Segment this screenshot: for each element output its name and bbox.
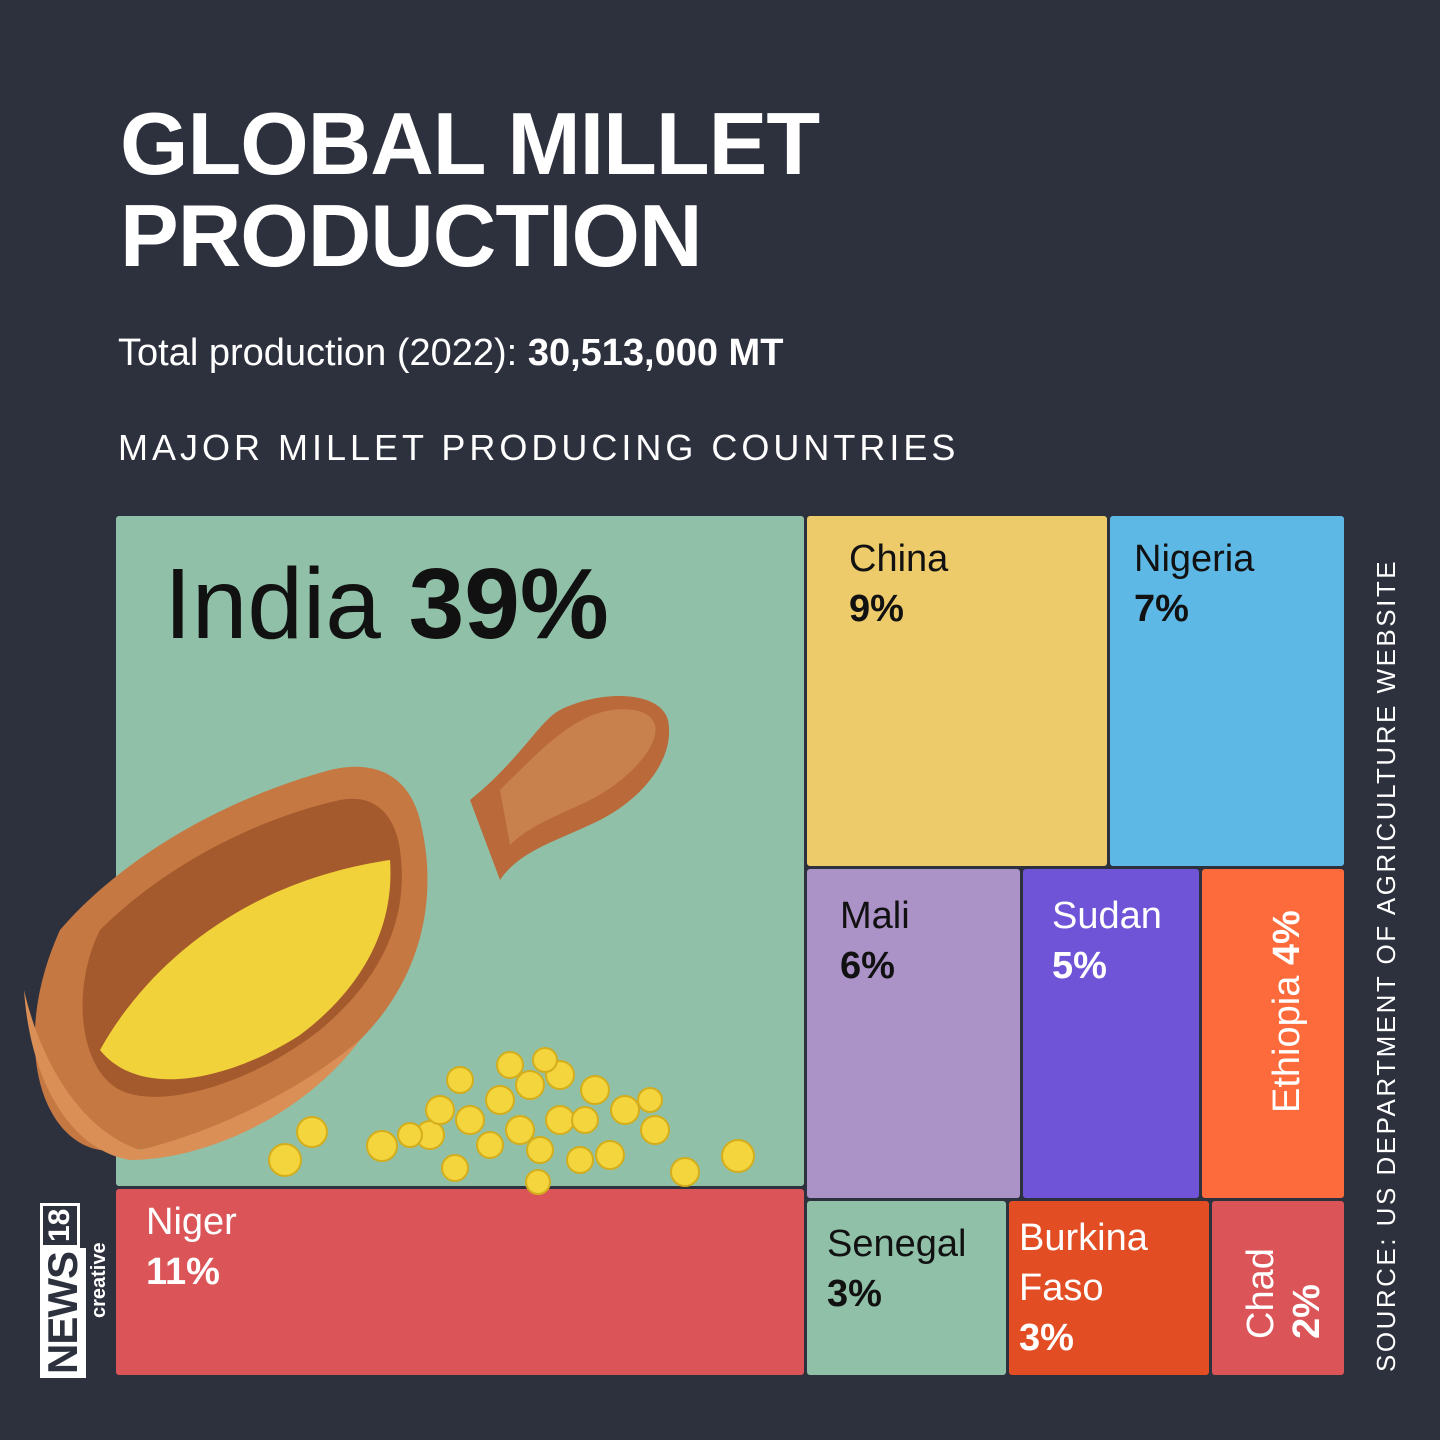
- scoop-icon: [24, 696, 670, 1160]
- millet-grain: [545, 1105, 575, 1135]
- millet-grain: [571, 1106, 599, 1134]
- millet-grain: [515, 1070, 545, 1100]
- title-line-2: PRODUCTION: [120, 186, 703, 285]
- label-nigeria-name: Nigeria: [1134, 538, 1255, 580]
- label-india-name: India: [164, 548, 381, 660]
- label-senegal-name: Senegal: [827, 1223, 967, 1265]
- label-senegal-pct: 3%: [827, 1273, 882, 1315]
- millet-grain: [532, 1047, 558, 1073]
- millet-grain: [505, 1115, 535, 1145]
- chart-subtitle: MAJOR MILLET PRODUCING COUNTRIES: [118, 427, 960, 468]
- label-mali: Mali 6%: [840, 891, 910, 991]
- label-burkina-name-2: Faso: [1019, 1267, 1104, 1309]
- total-production-value: 30,513,000 MT: [527, 332, 784, 374]
- label-niger: Niger 11%: [146, 1197, 237, 1297]
- label-sudan-pct: 5%: [1052, 945, 1107, 987]
- tile-nigeria: Nigeria 7%: [1110, 516, 1344, 866]
- millet-grain: [721, 1139, 755, 1173]
- label-burkina-faso: Burkina Faso 3%: [1019, 1213, 1148, 1363]
- tile-niger: Niger 11%: [116, 1189, 804, 1375]
- tile-china: China 9%: [807, 516, 1107, 866]
- label-mali-pct: 6%: [840, 945, 895, 987]
- tile-mali: Mali 6%: [807, 869, 1020, 1198]
- millet-grain: [610, 1095, 640, 1125]
- label-sudan-name: Sudan: [1052, 895, 1162, 937]
- millet-grain: [485, 1085, 515, 1115]
- millet-grain: [476, 1131, 504, 1159]
- label-senegal: Senegal 3%: [827, 1219, 966, 1319]
- millet-grain: [455, 1105, 485, 1135]
- label-china-name: China: [849, 538, 949, 580]
- total-production-label: Total production (2022):: [118, 332, 518, 374]
- millet-grain: [566, 1146, 594, 1174]
- logo-18: 18: [40, 1202, 80, 1248]
- tile-senegal: Senegal 3%: [807, 1201, 1006, 1375]
- label-burkina-name-1: Burkina: [1019, 1217, 1148, 1259]
- total-production: Total production (2022): 30,513,000 MT: [118, 330, 783, 376]
- page-title: GLOBAL MILLET PRODUCTION: [120, 94, 820, 285]
- label-mali-name: Mali: [840, 895, 910, 937]
- millet-grain: [640, 1115, 670, 1145]
- millet-grain: [580, 1075, 610, 1105]
- logo-news: NEWS: [39, 1248, 86, 1378]
- news18-creative-logo: NEWS18 creative: [39, 1202, 110, 1378]
- millet-grain: [670, 1157, 700, 1187]
- millet-grain: [595, 1140, 625, 1170]
- millet-grain: [296, 1116, 328, 1148]
- label-niger-pct: 11%: [146, 1251, 220, 1293]
- millet-grain: [268, 1143, 302, 1177]
- label-china-pct: 9%: [849, 588, 904, 630]
- millet-grain: [425, 1095, 455, 1125]
- tile-ethiopia: Ethiopia 4%: [1202, 869, 1344, 1198]
- label-india-pct: 39%: [408, 548, 609, 660]
- title-line-1: GLOBAL MILLET: [120, 94, 820, 193]
- label-nigeria-pct: 7%: [1134, 588, 1189, 630]
- millet-grain: [637, 1087, 663, 1113]
- millet-grain: [397, 1122, 423, 1148]
- tile-sudan: Sudan 5%: [1023, 869, 1199, 1198]
- millet-grain: [366, 1130, 398, 1162]
- tile-chad: Chad 2%: [1212, 1201, 1344, 1375]
- tile-burkina-faso: Burkina Faso 3%: [1009, 1201, 1209, 1375]
- label-niger-name: Niger: [146, 1201, 237, 1243]
- millet-grains-icon: [268, 1047, 755, 1195]
- millet-grain: [526, 1136, 554, 1164]
- logo-creative: creative: [88, 1242, 110, 1318]
- label-india: India 39%: [164, 544, 609, 664]
- label-sudan: Sudan 5%: [1052, 891, 1162, 991]
- millet-grain: [446, 1066, 474, 1094]
- millet-grain: [441, 1154, 469, 1182]
- source-note: SOURCE: US DEPARTMENT OF AGRICULTURE WEB…: [1371, 558, 1401, 1372]
- millet-grain: [496, 1051, 524, 1079]
- label-nigeria: Nigeria 7%: [1134, 534, 1254, 634]
- label-china: China 9%: [849, 534, 948, 634]
- label-burkina-pct: 3%: [1019, 1317, 1074, 1359]
- millet-grain: [525, 1169, 551, 1195]
